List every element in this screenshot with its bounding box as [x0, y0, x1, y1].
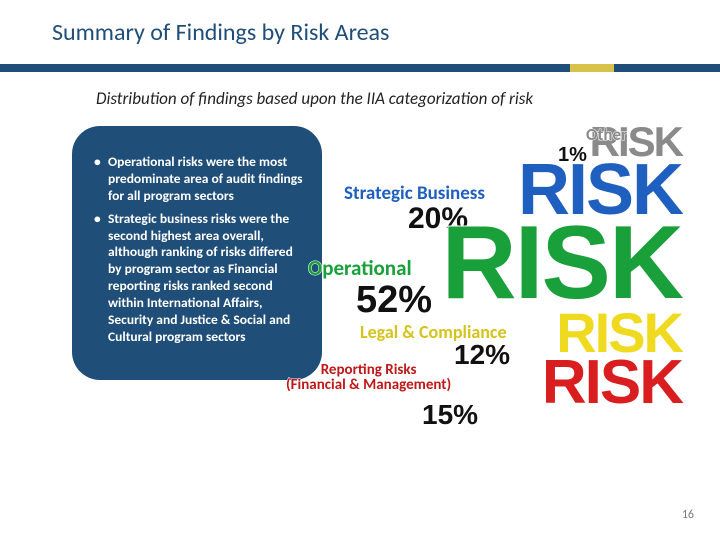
risk-infographic: RISKOther1%RISKStrategic Business20%RISK…: [338, 126, 682, 411]
risk-row: RISKReporting Risks(Financial & Manageme…: [338, 359, 682, 410]
list-item: Strategic business risks were the second…: [94, 211, 304, 346]
risk-label: Other: [586, 124, 627, 145]
risk-row: RISKOperational52%: [338, 223, 682, 308]
findings-box: Operational risks were the most predomin…: [72, 126, 322, 380]
subtitle: Distribution of findings based upon the …: [96, 88, 533, 109]
title-rule-accent: [570, 64, 614, 72]
risk-label: Reporting Risks(Financial & Management): [286, 363, 451, 395]
list-item: Operational risks were the most predomin…: [94, 154, 304, 205]
page-number: 16: [682, 508, 694, 522]
page-title: Summary of Findings by Risk Areas: [0, 0, 720, 47]
findings-list: Operational risks were the most predomin…: [94, 154, 304, 346]
risk-label: Operational: [308, 255, 412, 281]
risk-percentage: 15%: [422, 399, 478, 431]
